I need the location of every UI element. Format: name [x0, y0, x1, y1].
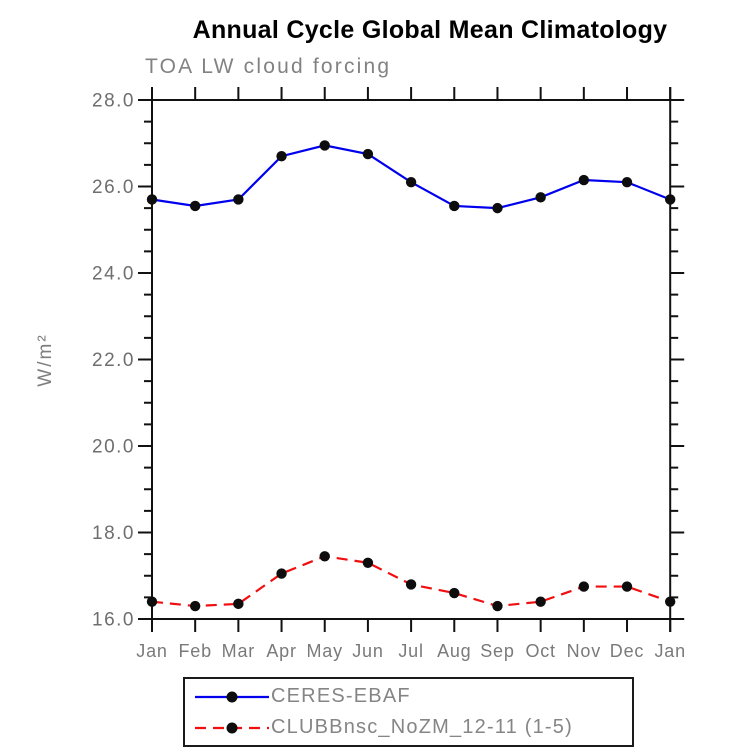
x-tick-label: Oct [525, 641, 555, 661]
data-point [449, 587, 460, 599]
x-tick-label: Apr [266, 641, 296, 661]
x-tick-label: Nov [567, 641, 601, 661]
data-point [233, 194, 244, 205]
data-point [319, 140, 330, 151]
data-point [578, 581, 590, 592]
legend-label-ceres-ebaf: CERES-EBAF [271, 685, 411, 707]
data-point [276, 568, 287, 579]
chart-title: Annual Cycle Global Mean Climatology [192, 16, 668, 44]
data-point [621, 581, 633, 592]
x-tick-label: Feb [178, 641, 211, 661]
x-tick-label: Jan [136, 641, 167, 661]
y-tick-label: 24.0 [92, 264, 135, 285]
data-point [189, 200, 201, 212]
x-tick-label: Sep [480, 641, 514, 661]
legend-entry-clubbnsc: CLUBBnsc_NoZM_12-11 (1-5) [191, 712, 632, 743]
data-point [621, 176, 633, 188]
legend-solid-line-sample [195, 691, 269, 702]
data-point [362, 148, 374, 160]
data-point [146, 194, 158, 205]
axes [138, 87, 685, 632]
chart-subtitle: TOA LW cloud forcing [145, 55, 392, 78]
y-tick-label: 26.0 [92, 177, 135, 198]
data-point [665, 596, 676, 607]
data-point [146, 596, 158, 607]
x-tick-label: Jan [654, 641, 685, 661]
legend-entry-ceres-ebaf: CERES-EBAF [191, 681, 632, 712]
x-tick-label: May [307, 641, 343, 661]
legend-marker-dot [226, 722, 238, 733]
x-tick-label: Jul [398, 641, 423, 661]
data-point [665, 194, 676, 205]
data-point [449, 200, 460, 212]
series-ceres-ebaf [146, 140, 676, 214]
data-point [535, 192, 546, 203]
legend: CERES-EBAF CLUBBnsc_NoZM_12-11 (1-5) [183, 677, 634, 747]
data-point [276, 151, 287, 162]
data-point [189, 600, 201, 612]
data-point [492, 600, 503, 612]
series-clubbnsc-nozm-12-11-1-5- [146, 551, 676, 612]
y-tick-label: 20.0 [92, 437, 135, 458]
data-point [319, 551, 330, 562]
data-point [233, 598, 244, 610]
y-tick-label: 18.0 [92, 523, 135, 544]
data-point [578, 174, 590, 186]
x-tick-label: Dec [610, 641, 644, 661]
data-point [535, 596, 546, 607]
x-tick-label: Aug [437, 641, 471, 661]
series-line [151, 144, 671, 210]
x-tick-label: Mar [222, 641, 255, 661]
legend-marker-dot [226, 691, 238, 702]
x-tick-label: Jun [352, 641, 383, 661]
y-tick-label: 16.0 [92, 610, 135, 631]
legend-dashed-line-sample [195, 722, 269, 733]
data-point [362, 557, 374, 568]
data-point [492, 202, 503, 214]
data-point [405, 176, 417, 188]
y-tick-label: 22.0 [92, 350, 135, 371]
data-point [405, 579, 417, 590]
y-tick-label: 28.0 [92, 91, 135, 112]
legend-label-clubbnsc: CLUBBnsc_NoZM_12-11 (1-5) [271, 716, 573, 738]
axis-labels: Jan Feb Mar Apr May Jun Jul Aug Sep Oct Nov Dec Jan1… [92, 91, 685, 662]
